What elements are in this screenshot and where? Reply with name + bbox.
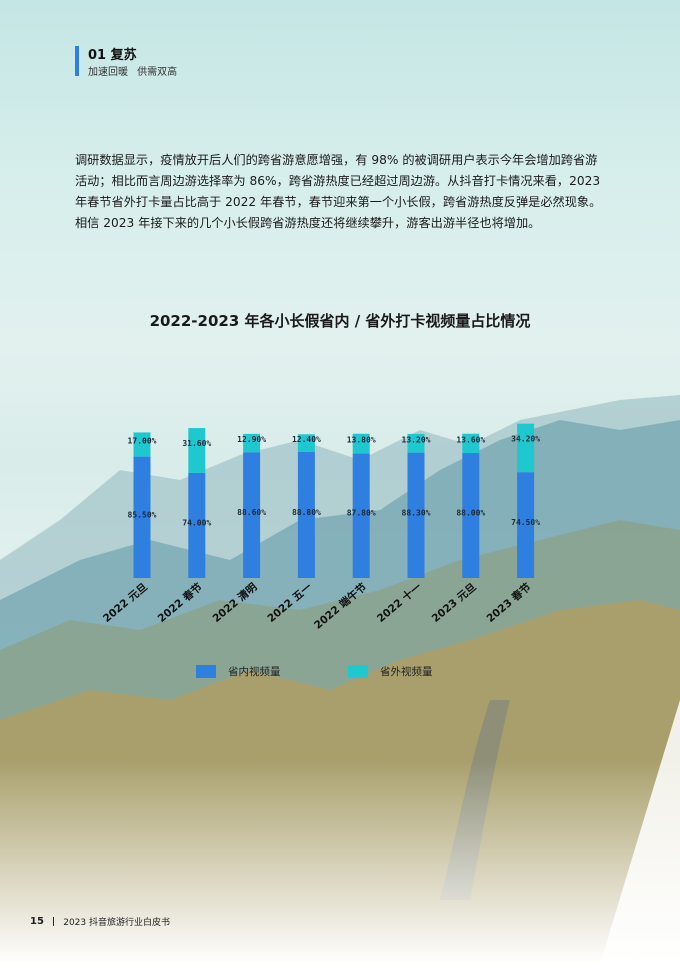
tick-label-0: 2022 元旦 xyxy=(101,581,150,625)
bar-outer-1 xyxy=(188,428,206,473)
bar-inner-4 xyxy=(352,453,370,578)
data-label-inner-7: 74.50% xyxy=(511,518,540,527)
section-accent-bar xyxy=(75,46,79,76)
section-title: 01 复苏 xyxy=(88,48,137,63)
bar-outer-3 xyxy=(297,434,315,452)
bar-inner-6 xyxy=(462,453,480,578)
chart-title: 2022-2023 年各小长假省内 / 省外打卡视频量占比情况 xyxy=(149,312,531,330)
tick-label-1: 2022 春节 xyxy=(155,580,205,625)
bar-inner-5 xyxy=(407,452,425,578)
bar-outer-5 xyxy=(407,433,425,453)
page-number: 15 xyxy=(30,916,44,927)
tick-label-4: 2022 端午节 xyxy=(311,580,369,632)
data-label-outer-6: 13.60% xyxy=(456,435,485,444)
tick-label-7: 2023 春节 xyxy=(484,580,534,625)
legend-swatch-inner xyxy=(196,665,216,678)
page-footer: 15 | 2023 抖音旅游行业白皮书 xyxy=(30,915,170,928)
data-label-outer-4: 13.80% xyxy=(347,436,376,445)
bar-inner-2 xyxy=(243,452,261,578)
data-label-outer-3: 12.40% xyxy=(292,435,321,444)
data-label-outer-7: 34.20% xyxy=(511,435,540,444)
data-label-outer-0: 17.00% xyxy=(128,436,157,445)
bar-inner-7 xyxy=(517,472,535,578)
stacked-bar-chart: 85.50% 17.00% 2022 元旦 74.00% 31.60% 2022 春节 88… xyxy=(101,423,540,632)
bar-outer-7 xyxy=(517,423,535,473)
data-label-outer-1: 31.60% xyxy=(182,439,211,448)
data-label-inner-5: 88.30% xyxy=(402,508,431,517)
data-label-inner-1: 74.00% xyxy=(182,518,211,527)
tick-label-3: 2022 五一 xyxy=(265,581,314,625)
footer-doc-title: 2023 抖音旅游行业白皮书 xyxy=(63,918,170,928)
legend-item-inner: 省内视频量 xyxy=(196,664,281,679)
bar-outer-4 xyxy=(352,433,370,454)
bar-outer-6 xyxy=(462,433,480,454)
data-label-inner-6: 88.00% xyxy=(456,509,485,518)
bar-outer-2 xyxy=(243,433,261,453)
tick-label-5: 2022 十一 xyxy=(374,580,424,625)
tick-label-6: 2023 元旦 xyxy=(430,581,479,625)
legend-label-outer: 省外视频量 xyxy=(380,666,433,678)
footer-separator: | xyxy=(51,916,56,927)
data-label-inner-3: 88.80% xyxy=(292,508,321,517)
body-paragraph: 调研数据显示，疫情放开后人们的跨省游意愿增强，有 98% 的被调研用户表示今年会… xyxy=(75,153,602,230)
tick-label-2: 2022 清明 xyxy=(210,580,260,625)
bar-inner-0 xyxy=(133,456,151,578)
section-subtitle: 加速回暖 供需双高 xyxy=(88,67,178,78)
data-label-outer-2: 12.90% xyxy=(237,435,266,444)
data-label-inner-0: 85.50% xyxy=(128,510,157,519)
data-label-outer-5: 13.20% xyxy=(402,435,431,444)
legend-item-outer: 省外视频量 xyxy=(348,664,433,679)
bar-inner-3 xyxy=(297,451,315,578)
data-label-inner-4: 87.80% xyxy=(347,509,376,518)
legend-swatch-outer xyxy=(348,665,368,678)
bar-outer-0 xyxy=(133,432,151,457)
bar-inner-1 xyxy=(188,472,206,578)
data-label-inner-2: 88.60% xyxy=(237,508,266,517)
legend-label-inner: 省内视频量 xyxy=(228,666,281,678)
